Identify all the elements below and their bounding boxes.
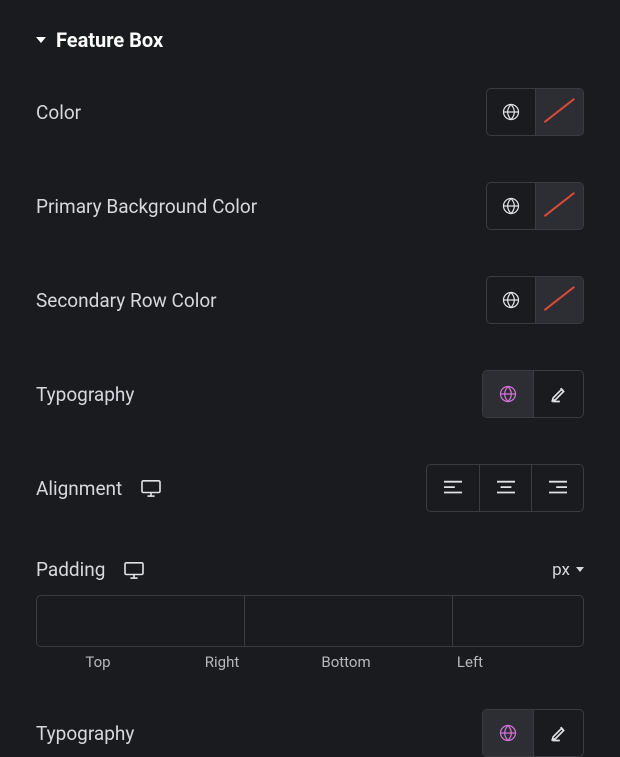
label-typography-2: Typography: [36, 722, 134, 745]
row-color: Color: [36, 88, 584, 136]
padding-inputs: [36, 595, 584, 647]
label-alignment-text: Alignment: [36, 477, 122, 500]
color-swatch-button[interactable]: [535, 89, 583, 135]
desktop-icon[interactable]: [123, 561, 145, 579]
typography-1-controls: [482, 370, 584, 418]
global-toggle-button[interactable]: [487, 89, 535, 135]
row-typography-1: Typography: [36, 370, 584, 418]
unit-select[interactable]: px: [552, 560, 584, 580]
global-toggle-button[interactable]: [483, 710, 533, 756]
align-left-button[interactable]: [427, 465, 479, 511]
spacer: [532, 653, 584, 671]
global-toggle-button[interactable]: [487, 183, 535, 229]
globe-icon: [498, 384, 518, 404]
global-toggle-button[interactable]: [487, 277, 535, 323]
desktop-icon[interactable]: [140, 479, 162, 497]
no-color-icon: [546, 192, 574, 220]
no-color-icon: [546, 286, 574, 314]
row-secondary-row: Secondary Row Color: [36, 276, 584, 324]
globe-icon: [501, 102, 521, 122]
secondary-row-controls: [486, 276, 584, 324]
padding-label-top: Top: [36, 653, 160, 671]
pencil-icon: [549, 723, 569, 743]
padding-right-input[interactable]: [245, 596, 453, 646]
typography-2-controls: [482, 709, 584, 757]
global-toggle-button[interactable]: [483, 371, 533, 417]
align-center-button[interactable]: [479, 465, 531, 511]
label-padding: Padding: [36, 558, 145, 581]
primary-bg-controls: [486, 182, 584, 230]
row-primary-bg: Primary Background Color: [36, 182, 584, 230]
padding-top-input[interactable]: [37, 596, 245, 646]
color-controls: [486, 88, 584, 136]
row-typography-2: Typography: [36, 709, 584, 757]
pencil-icon: [549, 384, 569, 404]
label-secondary-row: Secondary Row Color: [36, 289, 217, 312]
align-left-icon: [442, 479, 464, 497]
globe-icon: [501, 196, 521, 216]
globe-icon: [498, 723, 518, 743]
padding-bottom-input[interactable]: [453, 596, 584, 646]
align-center-icon: [495, 479, 517, 497]
globe-icon: [501, 290, 521, 310]
no-color-icon: [546, 98, 574, 126]
align-right-icon: [547, 479, 569, 497]
padding-side-labels: Top Right Bottom Left: [36, 653, 584, 671]
caret-down-icon: [36, 37, 46, 43]
row-padding-header: Padding px: [36, 558, 584, 581]
color-swatch-button[interactable]: [535, 183, 583, 229]
unit-value: px: [552, 560, 570, 580]
label-alignment: Alignment: [36, 477, 162, 500]
section-title: Feature Box: [56, 28, 163, 52]
row-alignment: Alignment: [36, 464, 584, 512]
edit-typography-button[interactable]: [533, 710, 583, 756]
edit-typography-button[interactable]: [533, 371, 583, 417]
label-primary-bg: Primary Background Color: [36, 195, 257, 218]
padding-label-right: Right: [160, 653, 284, 671]
label-color: Color: [36, 101, 81, 124]
padding-label-bottom: Bottom: [284, 653, 408, 671]
align-right-button[interactable]: [531, 465, 583, 511]
padding-label-left: Left: [408, 653, 532, 671]
chevron-down-icon: [576, 567, 584, 572]
section-header[interactable]: Feature Box: [36, 28, 584, 52]
label-padding-text: Padding: [36, 558, 105, 581]
color-swatch-button[interactable]: [535, 277, 583, 323]
alignment-options: [426, 464, 584, 512]
label-typography-1: Typography: [36, 383, 134, 406]
